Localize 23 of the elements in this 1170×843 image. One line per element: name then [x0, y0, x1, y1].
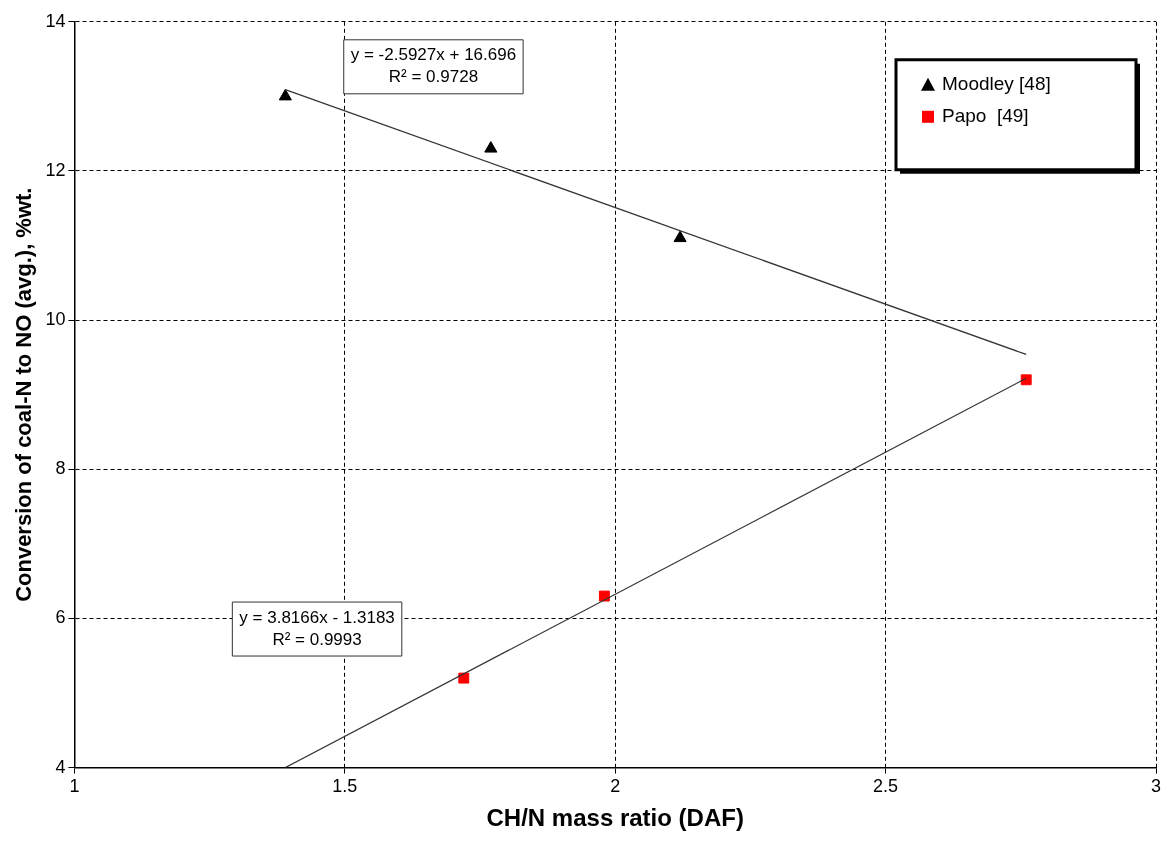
y-tick-label: 10 — [45, 309, 66, 330]
annotation: R² = 0.9993 — [272, 629, 362, 649]
x-tick-label: 2.5 — [873, 776, 899, 797]
y-tick-label: 8 — [55, 458, 66, 479]
x-tick-label: 3 — [1150, 776, 1162, 797]
y-tick-label: 12 — [45, 159, 66, 180]
x-tick-label: 2 — [610, 776, 621, 797]
x-axis-title: CH/N mass ratio (DAF) — [486, 804, 744, 832]
annotation: y = 3.8166x - 1.3183 — [239, 607, 395, 627]
y-tick-label: 14 — [45, 10, 66, 31]
annotation: R² = 0.9728 — [388, 67, 479, 87]
point — [278, 88, 292, 101]
y-tick-label: 6 — [55, 607, 66, 628]
y-tick-label: 4 — [55, 756, 66, 777]
x-tick-label: 1 — [69, 776, 80, 797]
point — [673, 230, 687, 243]
annotation: y = -2.5927x + 16.696 — [350, 45, 517, 65]
x-tick-label: 1.5 — [332, 776, 358, 797]
point — [1020, 374, 1032, 386]
legend-label: Moodley [48] — [942, 73, 1051, 95]
legend-label: Papo [49] — [942, 105, 1029, 127]
y-axis-title: Conversion of coal-N to NO (avg.), %wt. — [11, 187, 37, 602]
point — [484, 141, 498, 153]
